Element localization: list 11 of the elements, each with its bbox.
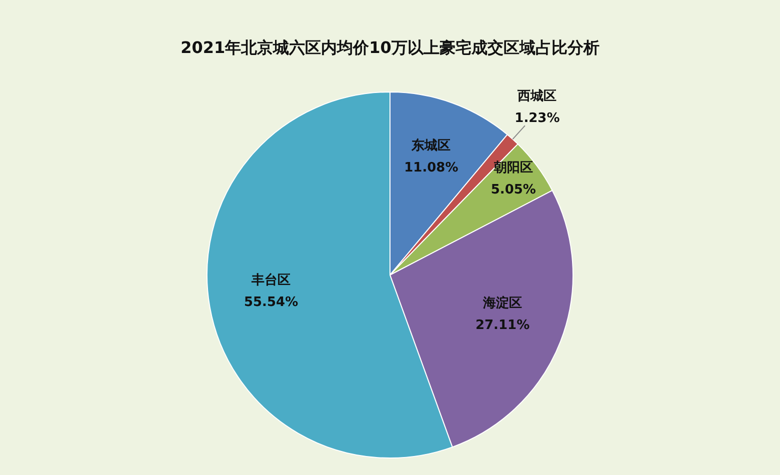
slice-label: 朝阳区 [492, 160, 533, 176]
data-label: 27.11% [475, 318, 530, 333]
data-label: 11.08% [404, 160, 458, 176]
data-label: 5.05% [490, 182, 536, 198]
data-label: 1.23% [514, 111, 560, 126]
chart-title: 2021年北京城六区内均价10万以上豪宅成交区域占比分析 [180, 38, 600, 57]
slice-label: 海淀区 [482, 294, 522, 311]
slice-label: 丰台区 [250, 272, 291, 288]
data-label: 55.54% [244, 294, 298, 310]
slice-label: 西城区 [516, 89, 557, 104]
slice-label: 东城区 [410, 137, 451, 154]
